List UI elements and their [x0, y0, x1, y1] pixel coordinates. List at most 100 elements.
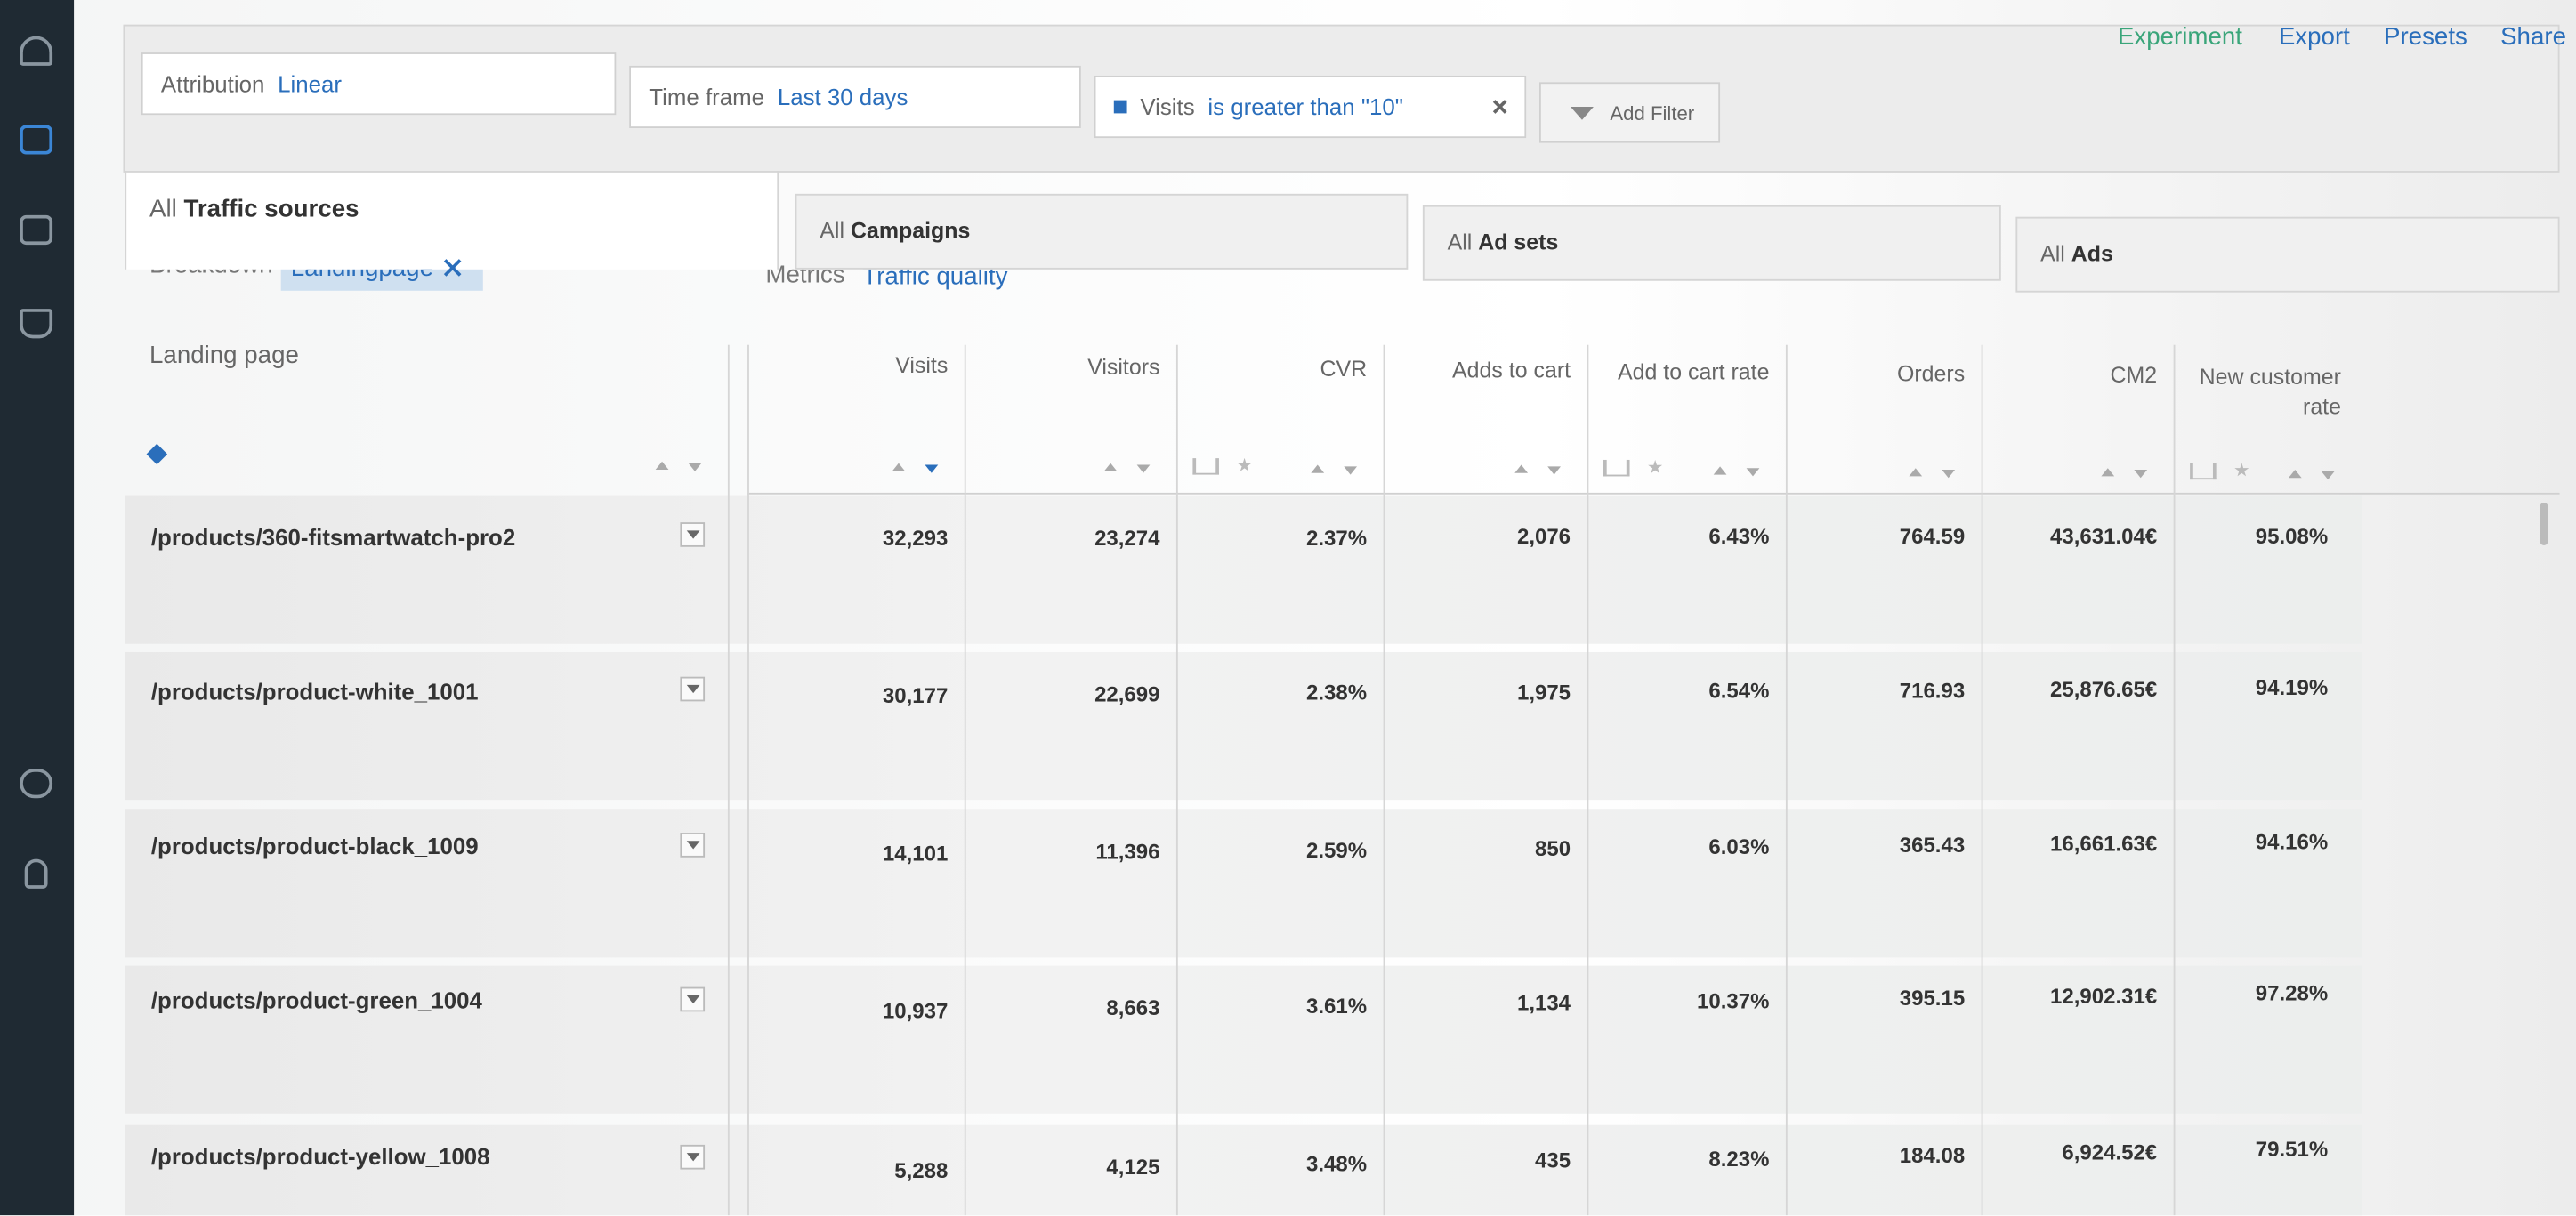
cell-value: 2.38%	[1306, 680, 1368, 705]
cell-value: 395.15	[1899, 986, 1966, 1011]
sort-desc[interactable]	[2321, 471, 2335, 479]
tab-prefix: All	[1447, 230, 1473, 255]
landing-page[interactable]: /products/product-green_1004	[150, 986, 482, 1013]
tab[interactable]: All Traffic sources	[125, 171, 779, 270]
sort-asc[interactable]	[2288, 469, 2302, 478]
row-menu[interactable]	[680, 522, 706, 547]
top-action[interactable]: Share	[2500, 22, 2566, 52]
tab-name: Campaigns	[850, 218, 971, 244]
lab-icon[interactable]	[20, 309, 53, 339]
sort-asc[interactable]	[1713, 466, 1727, 475]
value: Linear	[278, 70, 342, 97]
cell-value: 1,134	[1516, 990, 1571, 1016]
sort-asc[interactable]	[1909, 467, 1923, 476]
cell-value: 764.59	[1899, 524, 1966, 549]
row-menu[interactable]	[680, 833, 706, 858]
column-header[interactable]: CVR	[1320, 356, 1368, 382]
sort-asc[interactable]	[1311, 464, 1325, 473]
top-action[interactable]: Experiment	[2117, 22, 2242, 52]
sort-asc[interactable]	[892, 462, 906, 471]
sort-desc[interactable]	[1136, 464, 1151, 474]
sort-desc[interactable]	[1746, 468, 1760, 477]
dashboard-icon[interactable]	[20, 36, 53, 66]
cell-value: 8,663	[1106, 995, 1160, 1020]
column-header[interactable]: CM2	[2110, 363, 2158, 388]
tab[interactable]: All Ad sets	[1422, 205, 2001, 281]
row-menu[interactable]	[680, 676, 706, 702]
timeframe-select[interactable]: Time frame Last 30 days	[629, 65, 1081, 129]
label: Add Filter	[1610, 101, 1695, 125]
landing-page[interactable]: /products/product-yellow_1008	[150, 1143, 490, 1170]
star-icon[interactable]	[2234, 463, 2249, 477]
column-divider	[747, 344, 749, 1216]
tips-icon[interactable]	[24, 858, 48, 889]
column-header[interactable]: Orders	[1896, 361, 1966, 386]
star-icon[interactable]	[1237, 457, 1252, 471]
chart-icon[interactable]	[1603, 459, 1630, 477]
table-row	[125, 651, 2362, 801]
row-menu-arrow	[686, 684, 700, 694]
column-divider	[1587, 344, 1589, 1216]
row-menu[interactable]	[680, 1144, 706, 1170]
report-icon[interactable]	[20, 125, 53, 155]
cell-value: 6.54%	[1708, 678, 1770, 704]
column-header[interactable]: New customer rate	[2199, 364, 2341, 419]
sort-desc[interactable]	[2134, 470, 2148, 479]
filter-icon	[1571, 107, 1594, 120]
column-header[interactable]: Add to cart rate	[1618, 359, 1770, 385]
sort-asc[interactable]	[655, 461, 669, 471]
sort-desc[interactable]	[1547, 467, 1561, 476]
table-row	[125, 965, 2362, 1114]
chart-icon[interactable]	[1192, 457, 1219, 475]
column-header[interactable]: Landing page	[149, 342, 299, 370]
sort-asc[interactable]	[1103, 463, 1118, 472]
cell-value: 95.08%	[2255, 523, 2329, 549]
chart-icon[interactable]	[2190, 463, 2217, 479]
column-header[interactable]: Visitors	[1087, 354, 1160, 380]
row-menu-arrow	[686, 995, 700, 1004]
cell-value: 850	[1534, 835, 1571, 861]
cell-value: 32,293	[882, 525, 949, 551]
sort-desc[interactable]	[1942, 469, 1956, 478]
settings-icon[interactable]	[20, 769, 53, 799]
top-action[interactable]: Presets	[2383, 22, 2467, 52]
pin-icon[interactable]	[146, 443, 168, 465]
column-divider	[1175, 344, 1178, 1216]
cell-value: 23,274	[1094, 525, 1160, 551]
row-menu-arrow	[686, 841, 700, 850]
cell-value: 25,876.65€	[2050, 676, 2158, 702]
label: Time frame	[649, 84, 765, 110]
tab[interactable]: All Campaigns	[795, 193, 1409, 270]
column-header[interactable]: Visits	[895, 352, 949, 378]
value: Last 30 days	[777, 84, 908, 110]
cell-value: 22,699	[1094, 681, 1160, 706]
tab-prefix: All	[820, 218, 845, 244]
sort-desc[interactable]	[688, 463, 702, 471]
landing-page[interactable]: /products/360-fitsmartwatch-pro2	[150, 523, 516, 551]
cell-value: 97.28%	[2255, 980, 2329, 1006]
sort-desc[interactable]	[925, 463, 939, 472]
visits-filter[interactable]: Visits is greater than "10"	[1094, 75, 1527, 139]
table-row	[125, 1124, 2362, 1216]
grid-icon[interactable]	[20, 214, 53, 246]
sort-asc[interactable]	[2101, 468, 2115, 477]
top-action[interactable]: Export	[2278, 22, 2350, 52]
column-header[interactable]: Adds to cart	[1452, 358, 1571, 383]
column-divider	[964, 344, 966, 1216]
tab[interactable]: All Ads	[2015, 216, 2560, 293]
header-line	[747, 492, 2560, 495]
cell-value: 2.59%	[1306, 837, 1368, 863]
landing-page[interactable]: /products/product-black_1009	[150, 833, 479, 859]
cell-value: 79.51%	[2255, 1136, 2329, 1162]
cell-value: 43,631.04€	[2050, 523, 2158, 549]
cell-value: 3.48%	[1306, 1151, 1368, 1177]
sort-asc[interactable]	[1514, 465, 1529, 474]
sort-desc[interactable]	[1344, 465, 1358, 475]
attribution-select[interactable]: Attribution Linear	[141, 52, 617, 116]
star-icon[interactable]	[1648, 459, 1663, 474]
landing-page[interactable]: /products/product-white_1001	[150, 677, 479, 705]
cell-value: 6,924.52€	[2062, 1139, 2158, 1164]
cell-value: 30,177	[882, 682, 949, 707]
add-filter-button[interactable]: Add Filter	[1538, 82, 1721, 143]
